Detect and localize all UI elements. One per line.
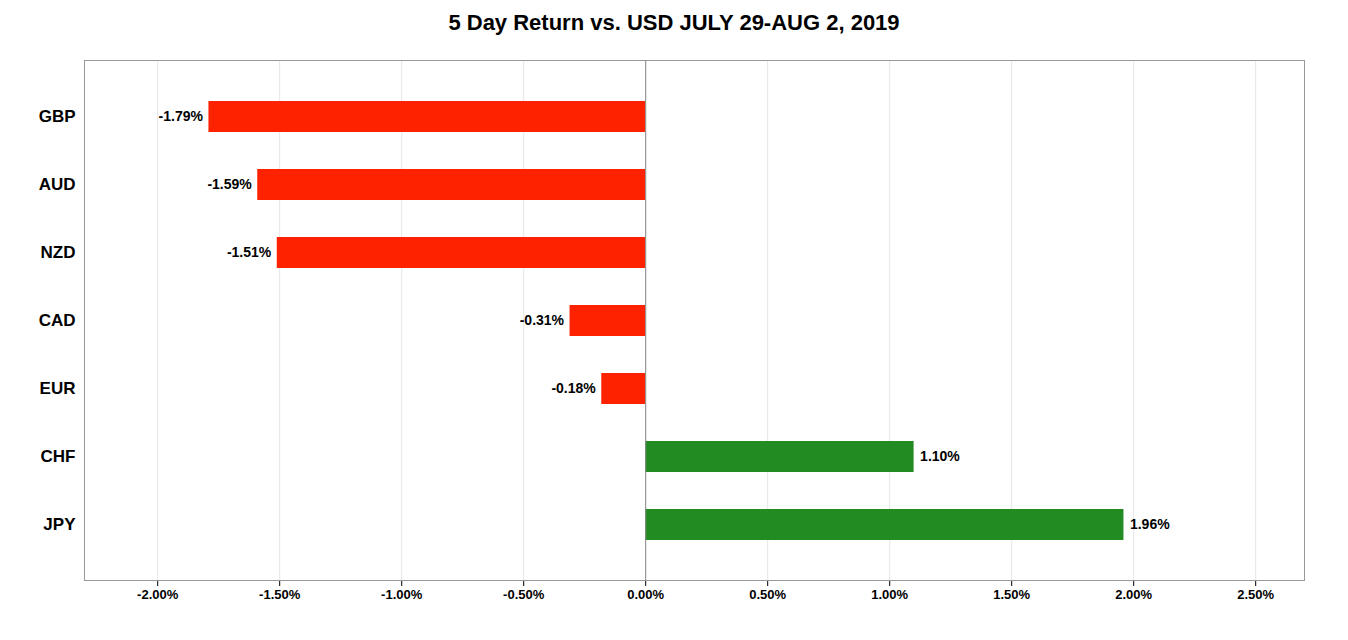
- svg-text:0.00%: 0.00%: [627, 587, 664, 602]
- svg-text:AUD: AUD: [39, 175, 76, 194]
- svg-text:EUR: EUR: [40, 379, 76, 398]
- svg-text:-2.00%: -2.00%: [137, 587, 179, 602]
- svg-text:-1.51%: -1.51%: [227, 244, 272, 260]
- svg-text:-1.59%: -1.59%: [207, 176, 252, 192]
- svg-text:-1.79%: -1.79%: [159, 108, 204, 124]
- svg-text:JPY: JPY: [43, 515, 76, 534]
- svg-text:-0.50%: -0.50%: [503, 587, 545, 602]
- svg-text:2.50%: 2.50%: [1237, 587, 1274, 602]
- svg-text:1.96%: 1.96%: [1130, 516, 1170, 532]
- svg-text:-1.00%: -1.00%: [381, 587, 423, 602]
- svg-text:-0.18%: -0.18%: [551, 380, 596, 396]
- svg-text:1.10%: 1.10%: [920, 448, 960, 464]
- svg-text:GBP: GBP: [39, 107, 76, 126]
- svg-text:0.50%: 0.50%: [749, 587, 786, 602]
- svg-text:CHF: CHF: [41, 447, 76, 466]
- svg-text:NZD: NZD: [41, 243, 76, 262]
- svg-text:-0.31%: -0.31%: [520, 312, 565, 328]
- svg-text:2.00%: 2.00%: [1115, 587, 1152, 602]
- html-text:5 Day Return vs. USD JULY 29-A: 5 Day Return vs. USD JULY 29-AUG 2, 2019: [448, 10, 900, 35]
- svg-text:-1.50%: -1.50%: [259, 587, 301, 602]
- svg-text:CAD: CAD: [39, 311, 76, 330]
- svg-text:1.50%: 1.50%: [993, 587, 1030, 602]
- svg-text:1.00%: 1.00%: [871, 587, 908, 602]
